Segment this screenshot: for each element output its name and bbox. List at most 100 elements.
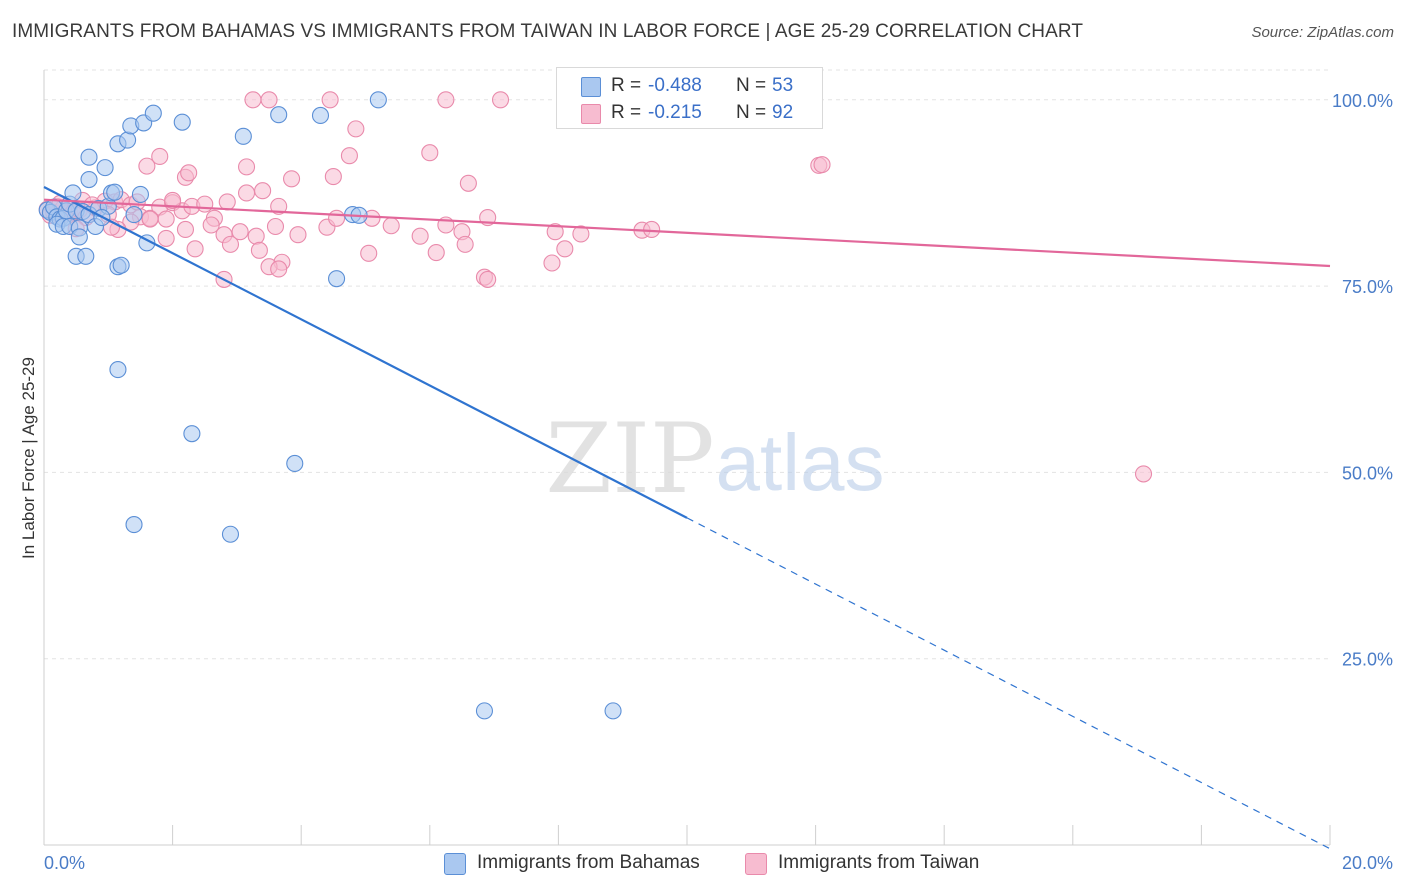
bahamas-swatch (444, 853, 466, 875)
y-tick-label: 100.0% (1332, 91, 1393, 111)
bahamas-point (328, 270, 346, 288)
bahamas-point (221, 525, 240, 543)
series-legend: Immigrants from Bahamas Immigrants from … (0, 852, 1406, 878)
bahamas-point (270, 106, 288, 124)
taiwan-point (479, 270, 497, 288)
taiwan-point (196, 195, 214, 213)
taiwan-point (221, 235, 240, 253)
taiwan-point (164, 191, 182, 209)
taiwan-point (459, 174, 477, 192)
y-tick-label: 50.0% (1342, 463, 1393, 483)
taiwan-point (347, 120, 365, 138)
r-value: -0.488 (648, 75, 702, 96)
taiwan-point (176, 220, 195, 239)
taiwan-point (546, 223, 564, 241)
taiwan-point (270, 197, 288, 215)
taiwan-point (328, 209, 346, 227)
taiwan-point (556, 240, 574, 258)
bahamas-point (234, 127, 252, 145)
legend-label: Immigrants from Bahamas (477, 852, 700, 873)
bahamas-point (80, 170, 98, 189)
taiwan-point (186, 240, 204, 258)
r-label: R = (611, 102, 642, 123)
taiwan-point (360, 244, 378, 262)
taiwan-point (543, 254, 561, 272)
bahamas-point (604, 702, 622, 720)
taiwan-point (813, 156, 831, 174)
y-axis-label: In Labor Force | Age 25-29 (19, 357, 38, 559)
watermark: ZIP atlas (545, 403, 884, 515)
taiwan-point (202, 216, 220, 234)
axes (43, 70, 1331, 846)
trend-line-dashed (686, 517, 1331, 850)
n-label: N = (736, 75, 767, 96)
taiwan-point (244, 91, 262, 109)
x-tick-label: 20.0% (1342, 853, 1393, 873)
trend-line-solid (43, 186, 688, 519)
taiwan-point (237, 184, 256, 202)
n-value: 92 (772, 102, 794, 123)
taiwan-point (157, 229, 175, 247)
bahamas-point (125, 516, 143, 534)
taiwan-point (151, 147, 169, 165)
taiwan-point (427, 244, 445, 262)
tick-labels: 25.0% 50.0% 75.0% 100.0% 0.0% 20.0% (44, 91, 1393, 873)
taiwan-point (157, 210, 175, 228)
taiwan-point (421, 144, 439, 162)
taiwan-swatch (745, 853, 767, 875)
bahamas-point (106, 183, 124, 201)
bahamas-point (80, 148, 98, 166)
bahamas-point (183, 425, 201, 443)
taiwan-point (180, 164, 198, 182)
y-tick-label: 75.0% (1342, 277, 1393, 297)
bahamas-point (119, 131, 137, 149)
n-value: 53 (772, 75, 794, 96)
taiwan-point (231, 223, 249, 241)
bahamas-point (125, 206, 143, 224)
bahamas-point (70, 228, 88, 246)
bahamas-point (144, 104, 162, 122)
taiwan-swatch (581, 104, 601, 124)
taiwan-point (270, 260, 288, 278)
taiwan-point (411, 227, 429, 245)
taiwan-point (1134, 465, 1153, 483)
taiwan-point (254, 182, 272, 200)
taiwan-point (289, 226, 307, 244)
bahamas-point (109, 361, 127, 379)
bahamas-point (77, 247, 95, 265)
n-label: N = (736, 102, 767, 123)
source-label: Source: ZipAtlas.com (1251, 24, 1394, 41)
taiwan-point (321, 91, 339, 109)
taiwan-point (643, 220, 661, 239)
taiwan-point (491, 91, 510, 109)
r-value: -0.215 (648, 102, 702, 123)
taiwan-point (250, 241, 268, 259)
bahamas-point (112, 256, 130, 274)
trend-lines (43, 186, 1331, 850)
y-tick-label: 25.0% (1342, 650, 1393, 670)
taiwan-point (324, 168, 342, 186)
taiwan-point (572, 225, 590, 243)
x-tick-label: 0.0% (44, 853, 85, 873)
taiwan-point (218, 193, 236, 211)
legend-label: Immigrants from Taiwan (778, 852, 980, 873)
taiwan-point (382, 217, 400, 235)
taiwan-point (141, 210, 159, 228)
taiwan-point (247, 227, 265, 245)
taiwan-point (340, 147, 358, 165)
taiwan-point (456, 235, 474, 253)
bahamas-swatch (581, 77, 601, 97)
taiwan-point (237, 158, 256, 176)
watermark-atlas: atlas (716, 418, 885, 507)
bahamas-point (369, 91, 387, 109)
bahamas-point (286, 454, 304, 473)
bahamas-points (38, 91, 622, 720)
stats-legend: R = -0.488 N = 53 R = -0.215 N = 92 (556, 67, 823, 129)
taiwan-point (437, 91, 455, 109)
bahamas-point (311, 106, 330, 125)
trend-line-solid (43, 198, 1331, 268)
taiwan-point (138, 157, 156, 175)
bahamas-point (475, 702, 494, 720)
bahamas-point (131, 185, 149, 203)
